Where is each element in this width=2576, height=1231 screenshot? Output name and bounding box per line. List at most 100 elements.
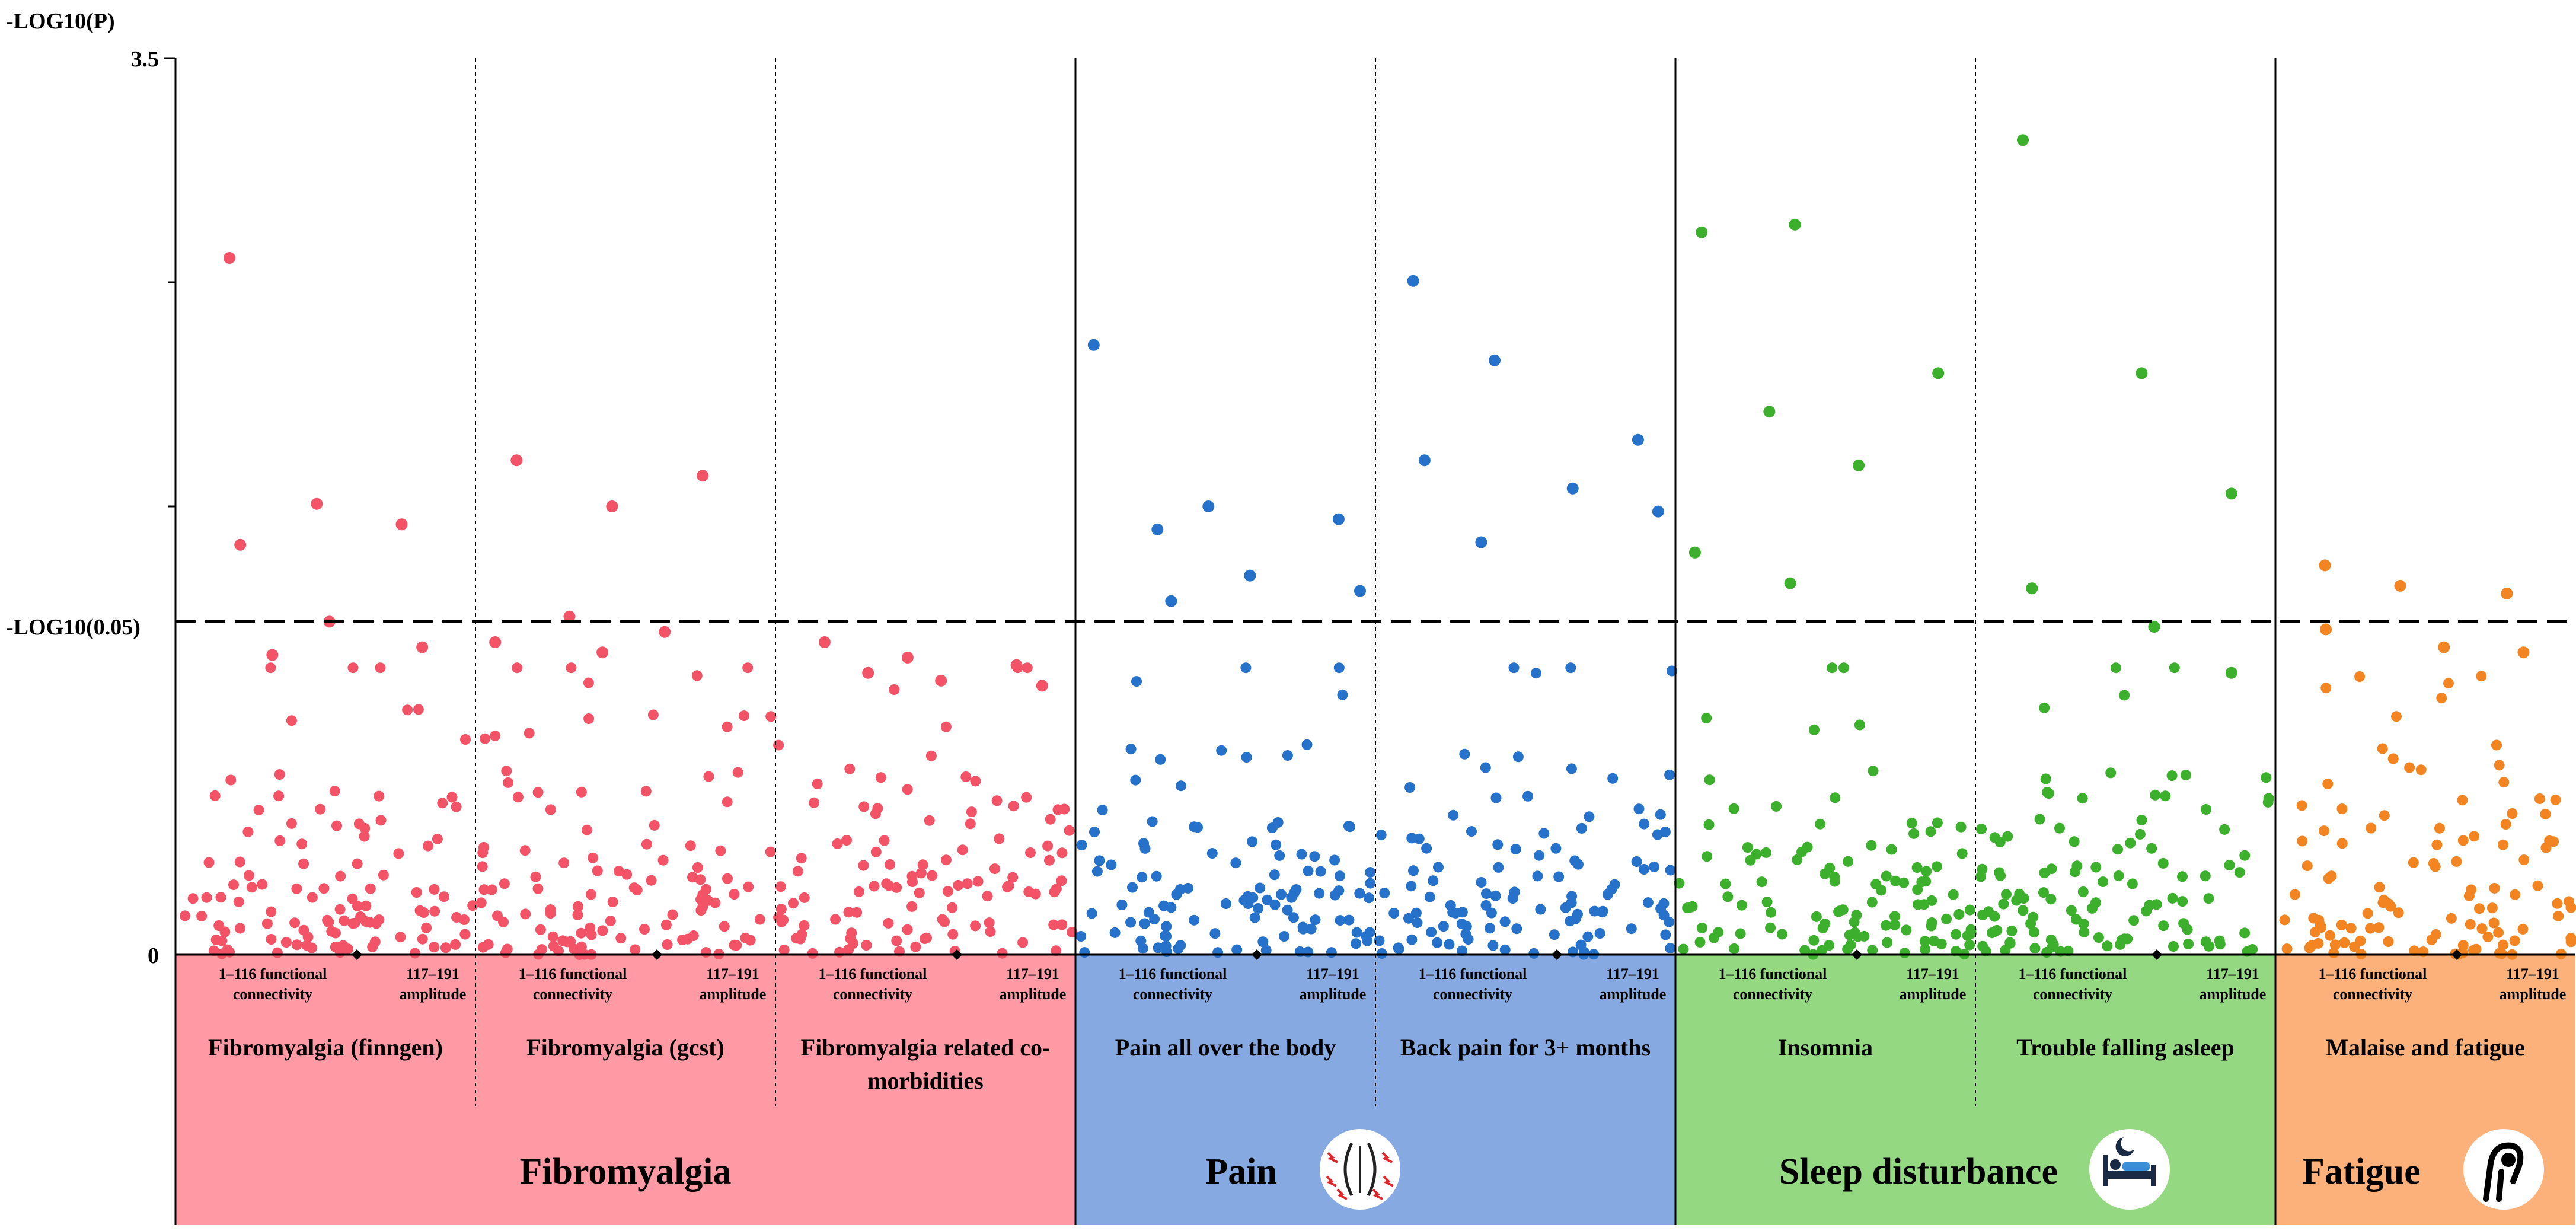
data-point [1678, 943, 1689, 955]
data-point [1528, 948, 1540, 959]
y-tick-label-top: 3.5 [131, 47, 159, 72]
data-point [1989, 832, 2000, 843]
data-point [1127, 882, 1138, 893]
data-point [480, 733, 490, 744]
data-point [1925, 826, 1936, 837]
data-point [1701, 713, 1712, 723]
data-point [1412, 917, 1423, 929]
data-point [1274, 850, 1285, 861]
data-point [1659, 827, 1671, 837]
data-point [1276, 889, 1287, 900]
x-tick-functional: 1–116 functional [2019, 965, 2127, 983]
x-tick-amplitude-2: amplitude [400, 986, 467, 1003]
data-point [875, 772, 886, 783]
data-point [1553, 871, 1565, 882]
data-point [1594, 928, 1605, 939]
data-point [775, 904, 787, 915]
data-point [1851, 910, 1862, 921]
data-point [1388, 908, 1400, 919]
x-tick-functional-2: connectivity [533, 986, 612, 1003]
data-point [2014, 888, 2025, 900]
data-point [2004, 937, 2016, 949]
data-point [605, 916, 616, 927]
data-point [2001, 889, 2012, 900]
x-tick-amplitude-2: amplitude [1900, 986, 1967, 1003]
data-point [1928, 936, 1939, 946]
data-point [1977, 940, 1988, 952]
peak-point [596, 646, 609, 659]
data-point [2043, 788, 2054, 799]
data-point [2234, 867, 2245, 878]
data-point [1898, 877, 1910, 888]
data-point [1334, 870, 1345, 882]
data-point [2289, 889, 2300, 900]
data-point [583, 713, 595, 724]
data-point [1777, 929, 1787, 940]
data-point [1438, 921, 1449, 932]
data-point [1899, 948, 1910, 959]
peak-point [818, 636, 831, 648]
data-point [1932, 817, 1943, 828]
peak-point [1688, 546, 1701, 559]
data-point [429, 884, 440, 895]
data-point [965, 818, 976, 830]
data-point [558, 857, 570, 869]
data-point [1742, 842, 1753, 853]
data-point [834, 946, 845, 958]
data-point [2393, 907, 2404, 919]
data-point [1253, 903, 1263, 914]
data-point [947, 902, 958, 913]
data-point [532, 883, 544, 894]
data-point [1609, 879, 1620, 890]
data-point [861, 940, 872, 951]
data-point [413, 704, 424, 715]
data-point [2451, 856, 2462, 867]
data-point [524, 728, 535, 739]
data-point [215, 892, 226, 903]
data-point [962, 878, 973, 889]
data-point [1508, 662, 1520, 674]
data-point [739, 710, 749, 722]
data-point [1868, 766, 1879, 777]
data-point [334, 904, 346, 915]
data-point [1130, 774, 1141, 786]
data-point [2457, 940, 2469, 951]
peak-point [935, 674, 947, 687]
data-point [921, 932, 932, 943]
data-point [2105, 767, 2117, 779]
data-point [1854, 719, 1865, 731]
data-point [2239, 927, 2251, 939]
data-point [1866, 840, 1877, 851]
data-point [841, 835, 852, 846]
data-point [1833, 906, 1844, 917]
data-point [2383, 898, 2394, 909]
data-point [1086, 908, 1097, 919]
data-point [209, 790, 221, 801]
data-point [1424, 891, 1435, 902]
data-point [729, 889, 740, 900]
data-point [2093, 932, 2104, 943]
data-point [830, 914, 841, 925]
data-point [1309, 851, 1320, 862]
data-point [1760, 847, 1771, 858]
data-point [1816, 945, 1827, 956]
data-point [478, 884, 490, 895]
data-point [845, 933, 856, 944]
data-point [423, 840, 434, 852]
data-point [2078, 919, 2089, 930]
data-point [2373, 922, 2385, 933]
data-point [208, 945, 219, 956]
data-point [429, 942, 440, 953]
axis-diamond-marker [2451, 949, 2462, 960]
data-point [2383, 936, 2394, 947]
peak-point [1354, 585, 1366, 597]
data-point [662, 939, 673, 950]
data-point [1649, 861, 1659, 872]
data-point [296, 838, 308, 850]
data-point [1255, 882, 1266, 894]
data-point [2486, 902, 2498, 914]
data-point [1303, 946, 1314, 958]
data-point [1003, 881, 1014, 891]
data-point [1735, 928, 1746, 939]
data-point [2436, 693, 2447, 704]
